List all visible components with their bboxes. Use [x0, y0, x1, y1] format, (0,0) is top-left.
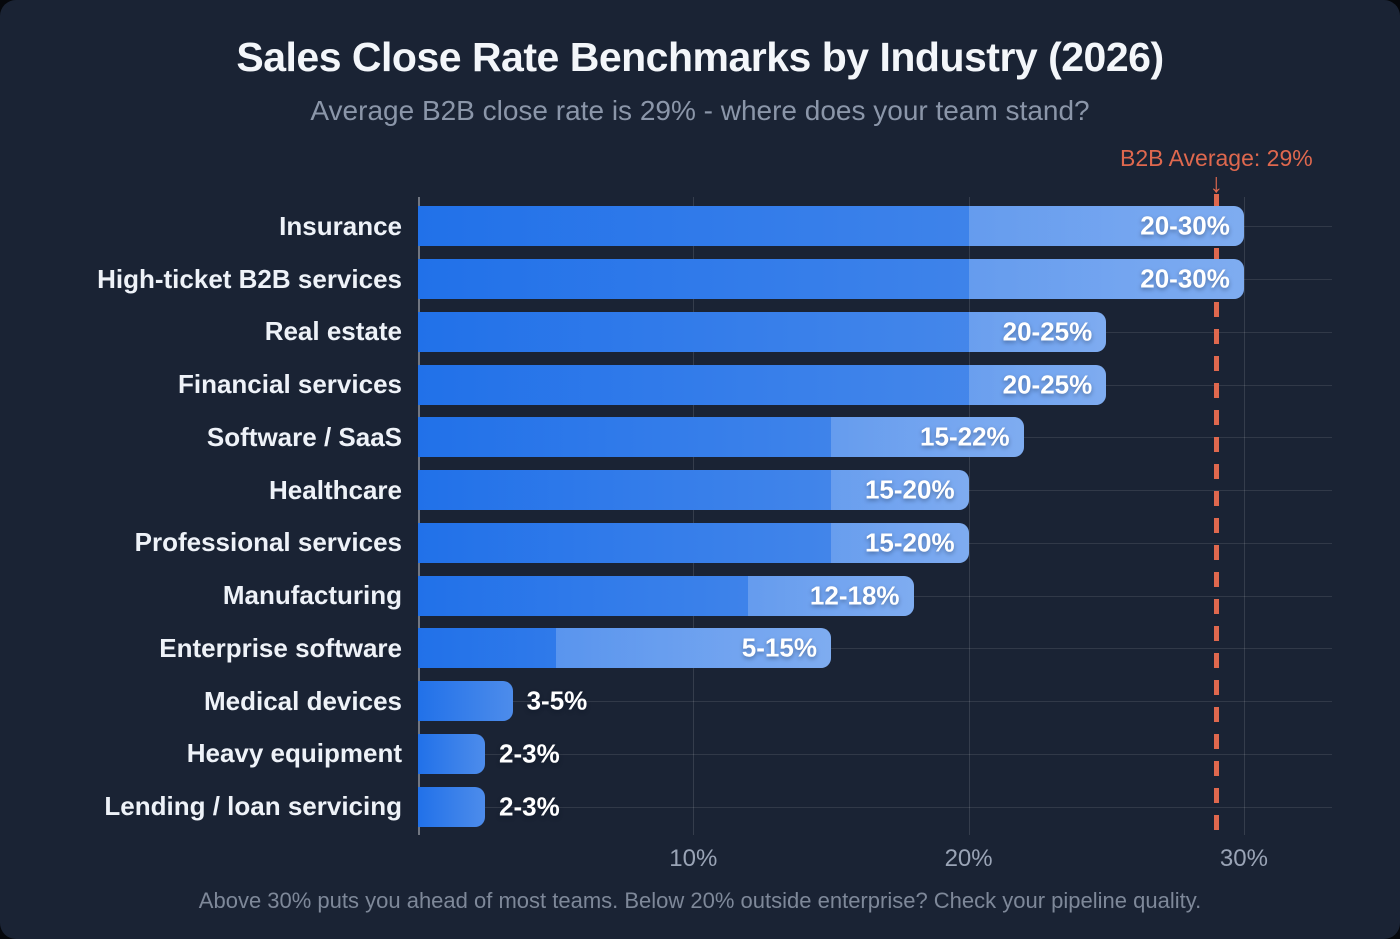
bar: 15-22% [418, 417, 1024, 458]
value-label: 5-15% [741, 632, 817, 663]
value-label: 15-20% [864, 527, 955, 558]
value-label: 15-20% [864, 474, 955, 505]
bar-row: 15-20% [418, 517, 1332, 570]
axis-tick-label: 10% [669, 845, 718, 872]
arrow-down-icon: ↓ [1209, 168, 1224, 198]
category-label: Software / SaaS [206, 421, 402, 452]
category-label: Financial services [177, 369, 402, 400]
bar: 20-30% [418, 259, 1244, 300]
row-gridline [420, 753, 1332, 755]
row-gridline [420, 806, 1332, 808]
bar: 20-25% [418, 364, 1107, 405]
value-label: 20-25% [1002, 369, 1093, 400]
bar-row: 12-18% [418, 569, 1332, 622]
value-label: 3-5% [526, 685, 588, 716]
bar-rows: 20-30% 20-30% 20-25% 20-25% 15-22% 15-20% 15-2… [418, 200, 1332, 833]
category-label: Lending / loan servicing [104, 791, 402, 822]
bar-range-segment [968, 364, 1107, 405]
bar: 5-15% [418, 628, 831, 669]
plot-area: 20-30% 20-30% 20-25% 20-25% 15-22% 15-20% 15-2… [418, 145, 1332, 872]
bar [418, 681, 513, 722]
category-label: Medical devices [204, 685, 402, 716]
value-label: 20-25% [1002, 316, 1093, 347]
bar-row: 20-30% [418, 253, 1332, 306]
bar-range-segment [830, 470, 969, 511]
category-label: Heavy equipment [186, 738, 402, 769]
gridline-vertical [1243, 197, 1245, 835]
value-label: 20-30% [1140, 263, 1230, 294]
bar: 20-30% [418, 206, 1244, 247]
bar-row: 5-15% [418, 622, 1332, 675]
bar-row: 20-25% [418, 306, 1332, 359]
bar-row: 15-20% [418, 464, 1332, 517]
row-gridline [420, 701, 1332, 703]
bar: 12-18% [418, 575, 914, 616]
category-label: Insurance [279, 210, 402, 241]
x-axis-ticks: 10% 20% 30% [418, 845, 1332, 875]
value-label: 2-3% [499, 738, 560, 769]
bar: 15-20% [418, 470, 969, 511]
bar-row: 15-22% [418, 411, 1332, 464]
bar [418, 733, 486, 774]
bar-range-segment [830, 522, 969, 563]
category-label: Healthcare [269, 474, 402, 505]
value-label: 20-30% [1140, 210, 1230, 241]
bar-row: 3-5% [418, 675, 1332, 728]
bar: 20-25% [418, 311, 1107, 352]
average-annotation-label: B2B Average: 29% [1120, 145, 1313, 171]
category-label: Real estate [264, 316, 402, 347]
row-gridline [420, 648, 1332, 650]
axis-tick-label: 30% [1219, 845, 1268, 872]
footer-note: Above 30% puts you ahead of most teams. … [198, 888, 1202, 913]
bar-row: 20-30% [418, 200, 1332, 253]
bar-range-segment [830, 417, 1024, 458]
category-label: Enterprise software [159, 632, 402, 663]
value-label: 15-22% [920, 421, 1010, 452]
bar-range-segment [748, 575, 914, 616]
category-label: Manufacturing [222, 580, 402, 611]
bar [418, 786, 486, 827]
category-labels-column: Insurance High-ticket B2B services Real es… [0, 200, 402, 833]
chart-subtitle: Average B2B close rate is 29% - where do… [310, 95, 1090, 126]
gridline-vertical [968, 197, 970, 835]
bar-row: 2-3% [418, 728, 1332, 781]
category-label: High-ticket B2B services [97, 263, 402, 294]
bar-row: 2-3% [418, 780, 1332, 833]
bar-range-segment [555, 628, 831, 669]
value-label: 12-18% [809, 580, 900, 611]
bar-range-segment [968, 259, 1244, 300]
gridline-vertical [693, 197, 695, 835]
value-label: 2-3% [499, 791, 560, 822]
axis-tick-label: 20% [944, 845, 993, 872]
category-label: Professional services [134, 527, 402, 558]
y-axis-line [418, 197, 420, 835]
bar-row: 20-25% [418, 358, 1332, 411]
bar-range-segment [968, 206, 1244, 247]
bar-range-segment [968, 311, 1107, 352]
average-dashed-line [1214, 194, 1220, 835]
chart-title: Sales Close Rate Benchmarks by Industry … [236, 34, 1164, 80]
bar: 15-20% [418, 522, 969, 563]
